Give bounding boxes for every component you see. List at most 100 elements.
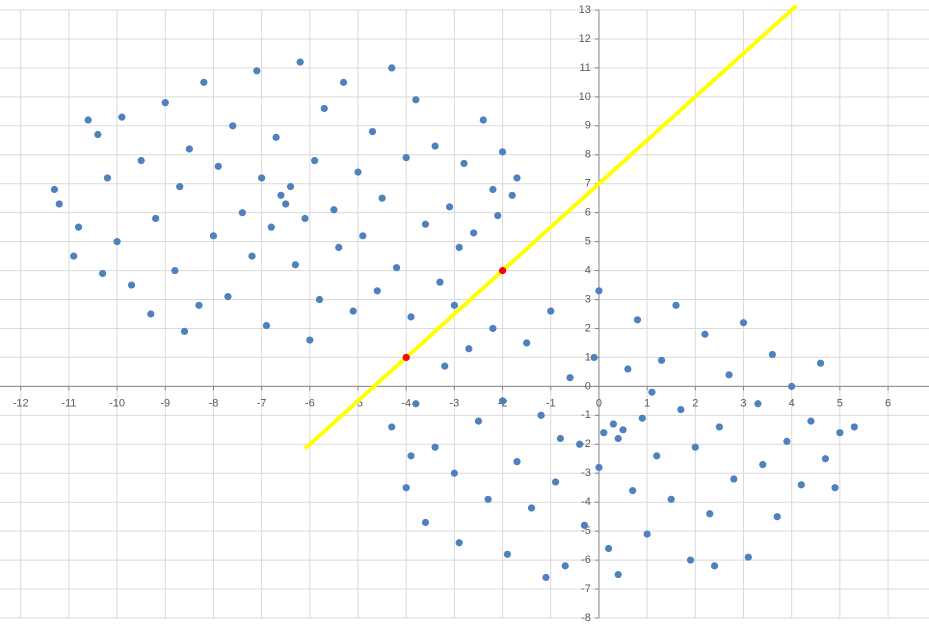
point (614, 434, 622, 443)
x-tick-label: -11 (61, 397, 76, 409)
point (576, 440, 584, 448)
point (402, 353, 410, 362)
point (392, 264, 401, 272)
point (633, 316, 642, 324)
y-tick-label: -6 (581, 554, 591, 566)
point (436, 278, 444, 286)
point (335, 243, 343, 252)
point (407, 452, 415, 460)
point (455, 243, 463, 252)
point (373, 287, 381, 295)
point (527, 504, 536, 512)
x-tick-label: -8 (209, 397, 219, 409)
y-tick-label: -8 (581, 612, 591, 624)
point (229, 122, 237, 130)
point (489, 185, 497, 194)
point (691, 443, 699, 451)
point (55, 200, 63, 208)
point (537, 411, 545, 419)
point (407, 313, 415, 321)
point (600, 429, 608, 437)
point (272, 133, 280, 141)
y-tick-label: -2 (581, 438, 591, 450)
point (629, 487, 637, 495)
point (282, 200, 290, 208)
point (595, 287, 603, 295)
point (821, 455, 830, 463)
y-tick-label: 13 (579, 4, 591, 16)
y-tick-label: 1 (585, 351, 591, 363)
point (50, 185, 59, 194)
point (84, 116, 92, 124)
point (489, 324, 497, 333)
point (542, 573, 550, 582)
point (296, 58, 304, 66)
point (161, 99, 169, 107)
y-tick-label: 2 (585, 322, 591, 334)
point (619, 426, 627, 434)
point (624, 365, 632, 373)
point (614, 570, 622, 579)
x-tick-label: -9 (160, 397, 170, 409)
point (590, 353, 598, 362)
x-tick-label: 0 (596, 397, 602, 409)
point (137, 156, 145, 165)
point (238, 209, 246, 217)
point (556, 434, 564, 443)
point (445, 203, 454, 211)
point (378, 194, 386, 202)
y-tick-label: -3 (581, 467, 591, 479)
point (788, 382, 796, 390)
point (258, 174, 266, 182)
y-tick-label: -7 (581, 583, 591, 595)
point (653, 452, 661, 460)
point (262, 321, 271, 330)
x-tick-label: -12 (13, 397, 29, 409)
point (412, 400, 420, 408)
point (330, 206, 338, 214)
x-tick-label: 3 (740, 397, 746, 409)
point (580, 521, 589, 529)
point (152, 214, 160, 223)
point (359, 232, 367, 240)
point (783, 437, 791, 445)
point (368, 128, 377, 136)
y-tick-label: 10 (579, 91, 591, 103)
point (349, 307, 357, 315)
point (412, 96, 420, 104)
point (604, 544, 613, 553)
point (744, 553, 752, 561)
y-tick-label: 4 (585, 264, 591, 276)
y-tick-label: 11 (580, 62, 591, 74)
point (850, 423, 858, 431)
point (354, 168, 362, 176)
x-tick-label: 5 (837, 397, 843, 409)
x-tick-label: 1 (644, 397, 650, 409)
point (595, 463, 603, 472)
y-tick-label: 12 (579, 33, 591, 45)
point (513, 174, 521, 182)
point (180, 327, 189, 335)
point (498, 266, 507, 275)
point (70, 252, 78, 260)
point (494, 211, 502, 220)
point (99, 269, 107, 278)
point (836, 429, 844, 437)
point (441, 362, 449, 370)
fit-line (303, 4, 798, 451)
point (508, 191, 516, 199)
x-tick-label: 2 (692, 397, 698, 409)
x-tick-label: -1 (546, 397, 556, 409)
point (306, 336, 314, 344)
point (759, 460, 767, 469)
point (176, 183, 184, 191)
x-tick-label: -6 (305, 397, 315, 409)
y-tick-label: 6 (585, 207, 591, 219)
point (291, 261, 299, 269)
point (479, 116, 487, 124)
point (209, 232, 218, 240)
y-tick-label: 0 (585, 380, 591, 392)
point (672, 301, 680, 309)
point (725, 371, 733, 379)
